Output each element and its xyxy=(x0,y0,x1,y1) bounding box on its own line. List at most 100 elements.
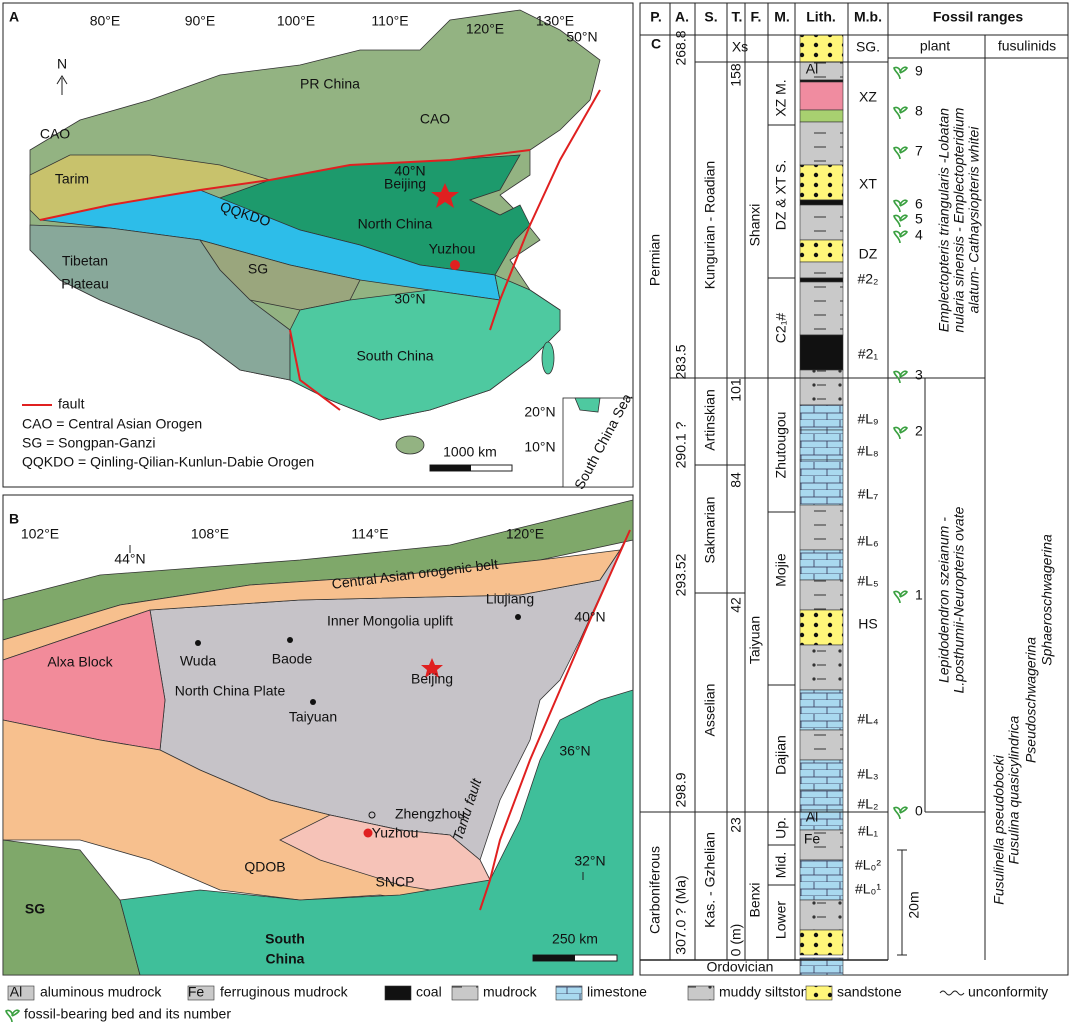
longitude-label: 110°E xyxy=(371,13,408,29)
longitude-label: 120°E xyxy=(506,526,544,542)
marker-bed: #L₈ xyxy=(857,443,878,459)
region-label: Beijing xyxy=(384,176,426,192)
latitude-label: 20°N xyxy=(524,404,555,420)
thickness: 0 (m) xyxy=(728,924,744,957)
period: Permian xyxy=(647,234,663,286)
age: 290.1 ? xyxy=(673,421,689,468)
region-label: Alxa Block xyxy=(47,654,113,670)
layer xyxy=(799,579,844,611)
age: 293.52 xyxy=(673,553,689,596)
scale-label: 250 km xyxy=(552,931,598,947)
plant-range: Emplectopteris triangularis -Lobatan xyxy=(936,108,952,332)
region-label: PR China xyxy=(300,76,360,92)
stage: Sakmarian xyxy=(702,497,718,564)
region-label: CAO xyxy=(420,111,450,127)
plant-range: Lepidodendron szeianum - xyxy=(936,517,952,683)
legend-swatch xyxy=(805,985,833,1001)
region-label: Tarim xyxy=(55,171,89,187)
scale-bar-fill xyxy=(430,465,471,471)
region-label: Zhengzhou xyxy=(395,806,465,822)
panel-a-frame xyxy=(2,2,634,488)
scale-label: 20m xyxy=(906,891,922,918)
marker-bed: HS xyxy=(858,616,877,632)
region-label: QDOB xyxy=(244,859,285,875)
formation: Xs xyxy=(732,39,748,55)
column-header: P. xyxy=(650,9,661,25)
region-label: Tibetan xyxy=(62,253,108,269)
region-label: Inner Mongolia uplift xyxy=(327,613,453,629)
fossil-bed-number: 1 xyxy=(915,587,923,603)
region-label: South China xyxy=(356,348,433,364)
city-dots xyxy=(195,614,521,705)
fossil-icon xyxy=(893,590,909,604)
formation: Taiyuan xyxy=(747,616,763,664)
map-a xyxy=(29,9,634,488)
latitude-label: 50°N xyxy=(566,29,597,45)
column-header: A. xyxy=(675,9,689,25)
legend-swatch xyxy=(187,985,215,1001)
legend-swatch xyxy=(687,985,715,1001)
layer xyxy=(799,929,844,956)
marker-bed: XT xyxy=(859,176,877,192)
layer xyxy=(799,34,844,63)
fossil-bed-number: 2 xyxy=(915,423,923,439)
member: Zhutougou xyxy=(773,412,789,479)
region-label: SG xyxy=(25,901,45,917)
layer xyxy=(799,79,844,83)
layer xyxy=(799,549,844,581)
legend-swatch xyxy=(384,985,412,1001)
layer xyxy=(799,81,844,111)
region-label: Yuzhou xyxy=(429,241,476,257)
lith-label: Al xyxy=(806,61,818,77)
marker-bed: SG. xyxy=(856,39,880,55)
longitude-label: 120°E xyxy=(466,21,504,37)
layer xyxy=(799,334,844,371)
legend-swatch xyxy=(451,985,479,1001)
region-label: Baode xyxy=(272,651,313,667)
latitude-label: 30°N xyxy=(394,291,425,307)
marker-bed: #L₁ xyxy=(858,823,879,839)
panel-label: C xyxy=(651,36,661,52)
layer xyxy=(799,859,844,901)
column-header: S. xyxy=(704,9,717,25)
marker-bed: #2₁ xyxy=(858,346,879,362)
marker-bed: #L₀² xyxy=(855,857,881,873)
region-label: Yuzhou xyxy=(372,825,419,841)
member: XZ M. xyxy=(773,79,789,116)
yuzhou-marker xyxy=(450,260,460,270)
latitude-label: 44°N xyxy=(114,551,145,567)
zhengzhou-dot xyxy=(368,811,376,819)
latitude-label: 32°N xyxy=(574,853,605,869)
legend-swatch xyxy=(7,985,35,1001)
latitude-label: 40°N xyxy=(394,163,425,179)
fossil-bed-number: 3 xyxy=(915,367,923,383)
plant-range: alatum- Cathaysiopteris whitei xyxy=(966,126,982,314)
legend-text: mudrock xyxy=(483,984,538,1000)
scale-label: 1000 km xyxy=(443,444,497,460)
stage: Kungurian - Roadian xyxy=(702,161,718,289)
layer xyxy=(799,504,844,551)
fossil-bed-number: 7 xyxy=(915,143,923,159)
marker-bed: XZ xyxy=(859,89,877,105)
column-header: Fossil ranges xyxy=(933,9,1023,25)
layer xyxy=(799,204,844,241)
stage: Artinskian xyxy=(702,389,718,450)
region-label: North China xyxy=(358,216,433,232)
fusulinid-range: Pseudoschwagerina xyxy=(1023,637,1039,763)
marker-bed: #L₀¹ xyxy=(855,881,881,897)
member: Dajian xyxy=(773,735,789,775)
subheader: plant xyxy=(920,38,950,54)
fossil-icon xyxy=(893,214,909,228)
region-label: SNCP xyxy=(376,874,415,890)
fossil-bed-number: 6 xyxy=(915,196,923,212)
legend-text: fossil-bearing bed and its number xyxy=(24,1006,231,1022)
age: 307.0 ? (Ma) xyxy=(673,875,689,954)
age: 268.8 xyxy=(673,30,689,65)
fusulinid-range: Sphaeroschwagerina xyxy=(1039,534,1055,666)
layer xyxy=(799,609,844,646)
layer xyxy=(799,459,844,506)
region-label: Beijing xyxy=(411,671,453,687)
layer xyxy=(799,121,844,166)
member: Up. xyxy=(773,817,789,839)
fossil-icon xyxy=(893,230,909,244)
